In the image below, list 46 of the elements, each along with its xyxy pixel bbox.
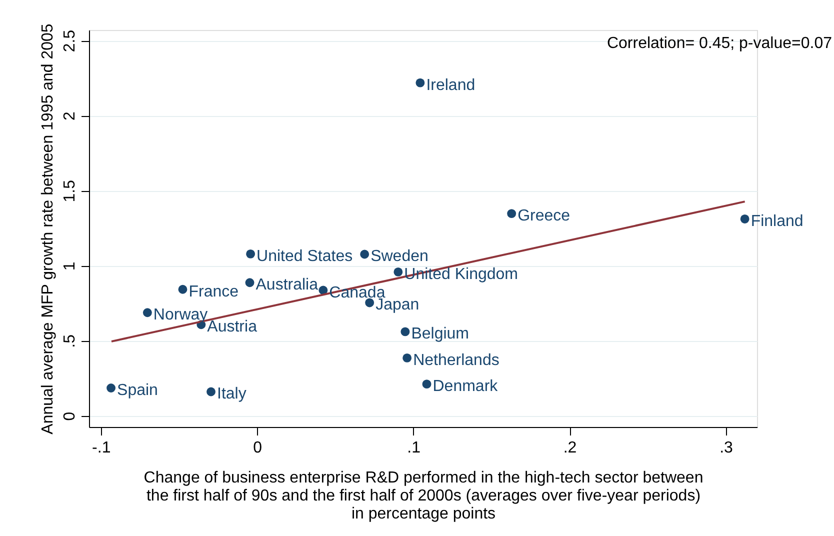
point [178,284,188,294]
text: Change of business enterprise R&D performed in the high-tech sector between [144,470,704,486]
point [422,380,432,389]
point [318,286,328,295]
y-tick-label: 0 [62,412,78,421]
annotation: Ireland [426,76,476,94]
x-tick-label: .3 [720,440,734,456]
point [400,327,410,336]
x-tick-label: 0 [253,440,262,456]
point [416,78,425,88]
point [394,267,403,276]
y-tick-label: 2.5 [62,30,78,52]
point [206,387,216,396]
point [106,384,116,392]
point [365,298,374,308]
point [142,308,152,318]
point [246,249,256,258]
annotation: Norway [153,306,208,324]
point [245,278,254,288]
text: the first half of 90s and the first half of 2000s (averages over five-year periods) [146,488,701,504]
y-tick-label: 1.5 [62,180,78,202]
x-tick-label: -.1 [92,440,111,456]
annotation: Netherlands [413,352,500,369]
y-tick-label: .5 [62,334,78,348]
point [740,214,750,224]
point [402,353,412,362]
annotation: Correlation= 0.45; p-value=0.07 [606,35,832,52]
annotation: Spain [117,382,158,399]
annotation: Sweden [370,248,428,266]
y-tick-label: 1 [62,262,78,271]
annotation: United States [256,248,353,265]
x-tick-label: .1 [407,440,421,456]
x-tick-label: .2 [563,440,577,456]
annotation: Austria [207,318,258,336]
text: in percentage points [351,506,496,522]
y-tick-label: 2 [62,112,78,121]
annotation: France [188,283,239,300]
annotation: Italy [217,386,246,403]
y-axis-title: Annual average MFP growth rate between 1995 and 2005 [40,24,56,434]
annotation: Finland [750,212,804,230]
annotation: Belgium [411,326,470,343]
point [507,209,516,218]
annotation: Australia [256,276,318,294]
annotation: Denmark [432,378,499,396]
point [360,250,370,259]
annotation: Greece [518,208,570,225]
